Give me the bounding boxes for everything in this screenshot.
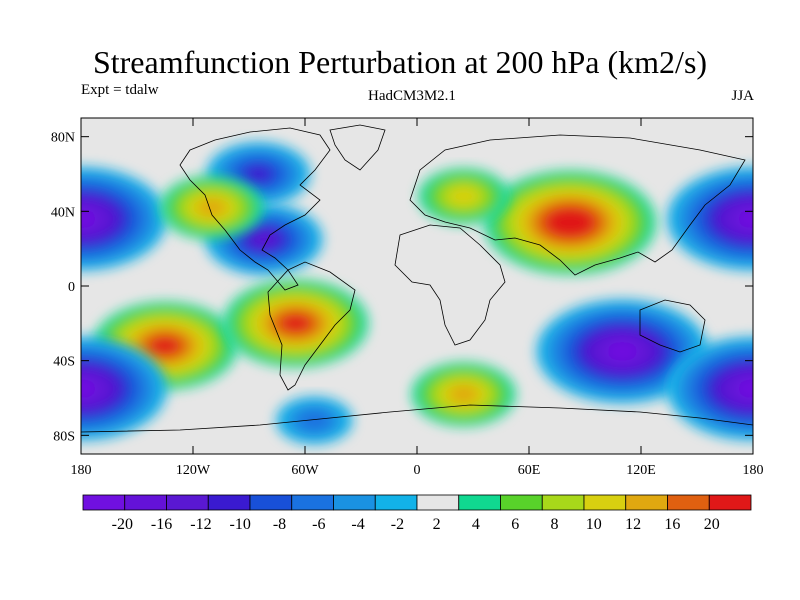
coastline-antarctica: [81, 404, 753, 433]
x-tick-label: 180: [743, 463, 764, 478]
colorbar-swatch: [541, 494, 585, 511]
colorbar-label: 20: [704, 516, 720, 533]
colorbar-swatch: [374, 494, 418, 511]
coastline-north-america: [179, 127, 331, 291]
contour-level: [81, 209, 97, 228]
contour-level: [197, 198, 226, 217]
coastline-south-america: [267, 261, 356, 391]
colorbar-label: -12: [190, 516, 211, 533]
colorbar-label: -4: [351, 516, 364, 533]
contour-feature: [159, 175, 264, 240]
colorbar-label: 4: [472, 516, 480, 533]
colorbar-label: 10: [586, 516, 602, 533]
colorbar-swatch: [416, 494, 460, 511]
contour-feature: [81, 336, 167, 441]
colorbar-swatch: [458, 494, 501, 511]
colorbar-label: -6: [312, 516, 325, 533]
contour-level: [250, 231, 278, 248]
contour-feature: [667, 166, 753, 271]
coastline-greenland: [329, 124, 386, 171]
colorbar-swatch: [625, 494, 668, 511]
contour-feature: [275, 396, 353, 445]
colorbar-swatch: [82, 494, 126, 511]
colorbar-label: 16: [664, 516, 680, 533]
x-tick-label: 180: [71, 463, 92, 478]
colorbar-label: -20: [112, 516, 133, 533]
contour-feature: [667, 336, 753, 441]
colorbar-label: -8: [273, 516, 286, 533]
contour-feature: [484, 170, 657, 275]
colorbar-label: 6: [511, 516, 519, 533]
coastline-australia: [639, 299, 706, 353]
colorbar-label: 12: [625, 516, 641, 533]
map-area: [81, 118, 753, 454]
y-tick-label: 0: [68, 280, 75, 295]
experiment-label: Expt = tdalw: [81, 82, 159, 98]
coastline-africa: [394, 224, 506, 346]
colorbar-swatch: [166, 494, 209, 511]
x-tick-label: 120E: [626, 463, 656, 478]
x-tick-label: 60W: [291, 463, 319, 478]
contour-feature: [223, 279, 369, 368]
x-axis: 180 120W 60W 0 60E 120E 180: [71, 118, 764, 478]
y-axis: 80N 40N 0 40S 80S: [51, 131, 753, 444]
x-tick-label: 120W: [176, 463, 211, 478]
colorbar-swatch: [124, 494, 167, 511]
y-tick-label: 80S: [53, 429, 75, 444]
contour-feature: [418, 168, 509, 225]
model-label: HadCM3M2.1: [368, 88, 456, 104]
y-tick-label: 40N: [51, 205, 75, 220]
contour-level: [150, 336, 180, 355]
contour-feature: [411, 362, 516, 427]
contour-fields: [81, 142, 753, 445]
colorbar-swatch: [291, 494, 334, 511]
contour-level: [281, 314, 311, 333]
contour-level: [81, 379, 97, 398]
contour-level: [448, 187, 479, 206]
contour-feature: [81, 166, 167, 271]
y-tick-label: 80N: [51, 131, 75, 146]
x-tick-label: 60E: [518, 463, 541, 478]
colorbar-label: -10: [230, 516, 251, 533]
contour-level: [554, 213, 586, 232]
colorbar-label: 8: [551, 516, 559, 533]
colorbar-swatch: [708, 494, 752, 511]
colorbar-swatch: [500, 494, 543, 511]
colorbar-swatch: [333, 494, 376, 511]
contour-level: [244, 165, 273, 183]
coastlines: [81, 124, 753, 433]
chart-title: Streamfunction Perturbation at 200 hPa (…: [92, 44, 708, 80]
coastline-eurasia: [409, 134, 746, 276]
contour-feature: [205, 203, 323, 276]
colorbar-swatch: [583, 494, 627, 511]
colorbar-label: -2: [391, 516, 404, 533]
x-tick-label: 0: [414, 463, 421, 478]
colorbar-label: 2: [433, 516, 441, 533]
colorbar: -20 -16 -12 -10 -8 -6 -4 -2 2 4 6 8 10 12 16 20: [82, 494, 752, 533]
colorbar-label: -16: [151, 516, 172, 533]
y-tick-label: 40S: [53, 355, 75, 370]
contour-level: [449, 385, 478, 403]
contour-level: [297, 410, 331, 431]
colorbar-swatch: [249, 494, 293, 511]
colorbar-swatch: [207, 494, 251, 511]
season-label: JJA: [731, 88, 754, 104]
contour-level: [737, 379, 753, 398]
colorbar-swatch: [667, 494, 710, 511]
contour-level: [607, 342, 638, 361]
contour-level: [737, 209, 753, 228]
